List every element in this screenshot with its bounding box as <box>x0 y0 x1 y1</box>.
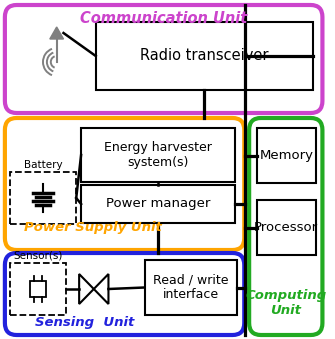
FancyBboxPatch shape <box>145 260 238 315</box>
Text: Sensing  Unit: Sensing Unit <box>35 316 135 329</box>
FancyBboxPatch shape <box>5 5 322 113</box>
FancyBboxPatch shape <box>96 22 313 90</box>
FancyBboxPatch shape <box>5 253 244 335</box>
Text: Sensor(s): Sensor(s) <box>13 251 63 261</box>
Text: Power Supply Unit: Power Supply Unit <box>24 221 162 234</box>
Text: Processor: Processor <box>254 221 318 234</box>
FancyBboxPatch shape <box>10 172 76 224</box>
FancyBboxPatch shape <box>257 200 316 255</box>
Polygon shape <box>94 274 109 304</box>
Polygon shape <box>50 27 64 39</box>
FancyBboxPatch shape <box>249 118 322 335</box>
Text: Memory: Memory <box>259 149 313 162</box>
FancyBboxPatch shape <box>257 128 316 183</box>
Text: Communication Unit: Communication Unit <box>79 11 247 26</box>
Text: Radio transceiver: Radio transceiver <box>140 48 268 63</box>
FancyBboxPatch shape <box>5 118 244 250</box>
Text: Battery: Battery <box>24 160 62 170</box>
Text: Read / write
interface: Read / write interface <box>153 274 229 301</box>
FancyBboxPatch shape <box>81 185 236 223</box>
Polygon shape <box>79 274 94 304</box>
FancyBboxPatch shape <box>81 128 236 182</box>
Text: Energy harvester
system(s): Energy harvester system(s) <box>104 141 212 169</box>
Text: Power manager: Power manager <box>106 198 210 211</box>
FancyBboxPatch shape <box>30 281 46 297</box>
Text: Computing
Unit: Computing Unit <box>245 289 326 317</box>
FancyBboxPatch shape <box>10 263 66 315</box>
